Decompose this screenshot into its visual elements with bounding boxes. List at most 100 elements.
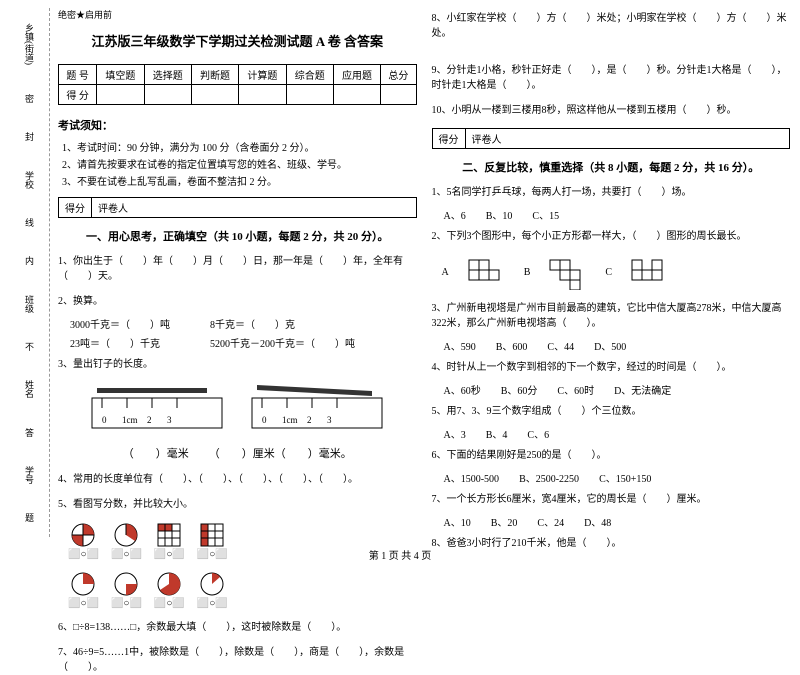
ruler-answer: （ ）厘米（ ）毫米。 <box>209 445 352 461</box>
svg-text:3: 3 <box>327 415 332 425</box>
question-10: 10、小明从一楼到三楼用8秒，照这样他从一楼到五楼用（ ）秒。 <box>432 103 791 118</box>
option: A、60秒 <box>444 382 481 397</box>
cell: 填空题 <box>97 65 144 85</box>
option: C、6 <box>527 426 549 441</box>
question-7: 7、46÷9=5……1中，被除数是（ ），除数是（ ），商是（ ），余数是（ ）… <box>58 645 417 675</box>
notice-item: 3、不要在试卷上乱写乱画，卷面不整洁扣 2 分。 <box>62 173 417 188</box>
cell: 选择题 <box>144 65 191 85</box>
option: B、20 <box>491 514 518 529</box>
score-label: 得分 <box>59 198 92 217</box>
fraction-circle-icon <box>157 572 181 596</box>
left-column: 绝密★启用前 江苏版三年级数学下学期过关检测试题 A 卷 含答案 题 号 填空题… <box>58 8 417 537</box>
option: B、60分 <box>501 382 538 397</box>
option: C、15 <box>532 207 559 222</box>
svg-text:2: 2 <box>147 415 152 425</box>
cell: 综合题 <box>286 65 333 85</box>
score-table: 题 号 填空题 选择题 判断题 计算题 综合题 应用题 总分 得 分 <box>58 64 417 105</box>
fraction-grid-icon <box>200 523 224 547</box>
question-3: 3、量出钉子的长度。 <box>58 357 417 372</box>
svg-text:1cm: 1cm <box>282 415 298 425</box>
s2q1-options: A、6 B、10 C、15 <box>432 207 791 222</box>
cell <box>191 85 238 105</box>
s2q5-options: A、3 B、4 C、6 <box>432 426 791 441</box>
fraction-item: ⬜○⬜ <box>154 572 185 609</box>
svg-text:0: 0 <box>102 415 107 425</box>
cell <box>381 85 416 105</box>
fraction-grid-icon <box>157 523 181 547</box>
option: A、590 <box>444 338 476 353</box>
binding-label: 班级 <box>23 292 36 316</box>
ruler-icon: 0 1cm 2 3 <box>247 383 387 433</box>
question-5: 5、看图写分数，并比较大小。 <box>58 497 417 512</box>
notice-item: 2、请首先按要求在试卷的指定位置填写您的姓名、班级、学号。 <box>62 156 417 171</box>
fraction-item: ⬜○⬜ <box>197 572 228 609</box>
binding-label: 答 <box>23 425 36 440</box>
ruler-icon: 0 1cm 2 3 <box>87 383 227 433</box>
cell <box>333 85 380 105</box>
cell: 判断题 <box>191 65 238 85</box>
binding-label: 姓名 <box>23 377 36 401</box>
fraction-blank: ⬜○⬜ <box>111 598 142 609</box>
binding-label: 题 <box>23 510 36 525</box>
fraction-circle-icon <box>200 572 224 596</box>
fraction-blank: ⬜○⬜ <box>197 598 228 609</box>
option: A、1500-500 <box>444 470 500 485</box>
cell: 得 分 <box>59 85 97 105</box>
cell: 计算题 <box>239 65 286 85</box>
shape-c-icon <box>627 255 672 290</box>
s2q7-options: A、10 B、20 C、24 D、48 <box>432 514 791 529</box>
option: B、4 <box>486 426 508 441</box>
cell <box>286 85 333 105</box>
notice-heading: 考试须知： <box>58 117 417 133</box>
grader-label: 评卷人 <box>466 129 516 148</box>
s2q4-options: A、60秒 B、60分 C、60时 D、无法确定 <box>432 382 791 397</box>
shape-a-icon <box>464 255 509 290</box>
fraction-circle-icon <box>114 572 138 596</box>
section1-title: 一、用心思考，正确填空（共 10 小题，每题 2 分，共 20 分）。 <box>58 228 417 244</box>
option: B、2500-2250 <box>519 470 579 485</box>
option: A、6 <box>444 207 466 222</box>
option: D、48 <box>584 514 611 529</box>
right-column: 8、小红家在学校（ ）方（ ）米处；小明家在学校（ ）方（ ）米处。 100米 … <box>432 8 791 537</box>
score-label: 得分 <box>433 129 466 148</box>
cell <box>144 85 191 105</box>
s2-question-7: 7、一个长方形长6厘米，宽4厘米，它的周长是（ ）厘米。 <box>432 492 791 507</box>
fraction-item: ⬜○⬜ <box>111 572 142 609</box>
question-4: 4、常用的长度单位有（ ）、（ ）、（ ）、（ ）、（ ）。 <box>58 472 417 487</box>
shape-label-b: B <box>524 267 531 278</box>
confidential-note: 绝密★启用前 <box>58 8 417 21</box>
s2-question-3: 3、广州新电视塔是广州市目前最高的建筑，它比中信大厦高278米，中信大厦高322… <box>432 301 791 331</box>
cell: 题 号 <box>59 65 97 85</box>
s2-question-2: 2、下列3个图形中，每个小正方形都一样大，（ ）图形的周长最长。 <box>432 229 791 244</box>
notice-list: 1、考试时间：90 分钟，满分为 100 分（含卷面分 2 分）。 2、请首先按… <box>58 137 417 190</box>
binding-label: 学校 <box>23 168 36 192</box>
fraction-blank: ⬜○⬜ <box>154 598 185 609</box>
cell <box>97 85 144 105</box>
grader-box: 得分 评卷人 <box>58 197 417 218</box>
option: A、3 <box>444 426 466 441</box>
s2-question-6: 6、下面的结果刚好是250的是（ ）。 <box>432 448 791 463</box>
svg-text:3: 3 <box>167 415 172 425</box>
option: C、24 <box>537 514 564 529</box>
question-2: 2、换算。 <box>58 294 417 309</box>
grader-box-2: 得分 评卷人 <box>432 128 791 149</box>
option: B、10 <box>486 207 513 222</box>
binding-margin: 乡镇(街道) 密 封 学校 线 内 班级 不 姓名 答 学号 题 <box>10 8 50 537</box>
binding-label: 内 <box>23 253 36 268</box>
question-1: 1、你出生于（ ）年（ ）月（ ）日，那一年是（ ）年，全年有（ ）天。 <box>58 254 417 284</box>
binding-label: 不 <box>23 339 36 354</box>
binding-label: 封 <box>23 129 36 144</box>
binding-label: 学号 <box>23 463 36 487</box>
shape-b-icon <box>545 255 590 290</box>
fraction-row-2: ⬜○⬜ ⬜○⬜ ⬜○⬜ ⬜○⬜ <box>58 572 417 609</box>
page-footer: 第 1 页 共 4 页 <box>0 547 800 562</box>
ruler-images: 0 1cm 2 3 0 1cm 2 3 <box>58 383 417 433</box>
fraction-item: ⬜○⬜ <box>68 572 99 609</box>
fraction-circle-icon <box>71 572 95 596</box>
q2-line: 23吨＝（ ）千克 5200千克－200千克＝（ ）吨 <box>58 335 417 350</box>
binding-label: 线 <box>23 215 36 230</box>
cell: 应用题 <box>333 65 380 85</box>
binding-label: 乡镇(街道) <box>23 20 36 68</box>
ruler-answer: （ ）毫米 <box>123 445 189 461</box>
shape-label-c: C <box>605 267 612 278</box>
